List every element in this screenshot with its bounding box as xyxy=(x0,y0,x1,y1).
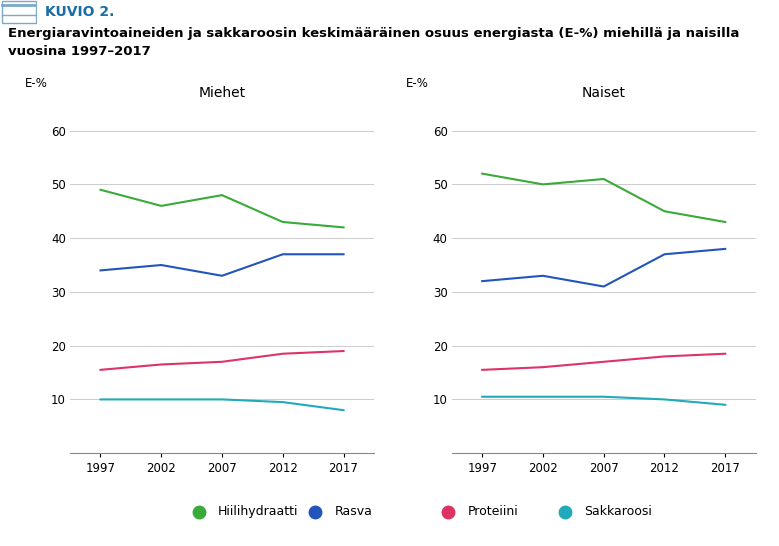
Text: Sakkaroosi: Sakkaroosi xyxy=(584,505,652,518)
Text: E-%: E-% xyxy=(407,77,429,90)
Title: Naiset: Naiset xyxy=(582,86,626,100)
Text: Proteiini: Proteiini xyxy=(467,505,518,518)
Text: Rasva: Rasva xyxy=(335,505,373,518)
Title: Miehet: Miehet xyxy=(199,86,245,100)
Text: Hiilihydraatti: Hiilihydraatti xyxy=(218,505,298,518)
Text: KUVIO 2.: KUVIO 2. xyxy=(45,5,115,19)
Text: E-%: E-% xyxy=(25,77,48,90)
Text: Energiaravintoaineiden ja sakkaroosin keskimääräinen osuus energiasta (E-%) mieh: Energiaravintoaineiden ja sakkaroosin ke… xyxy=(8,27,739,58)
